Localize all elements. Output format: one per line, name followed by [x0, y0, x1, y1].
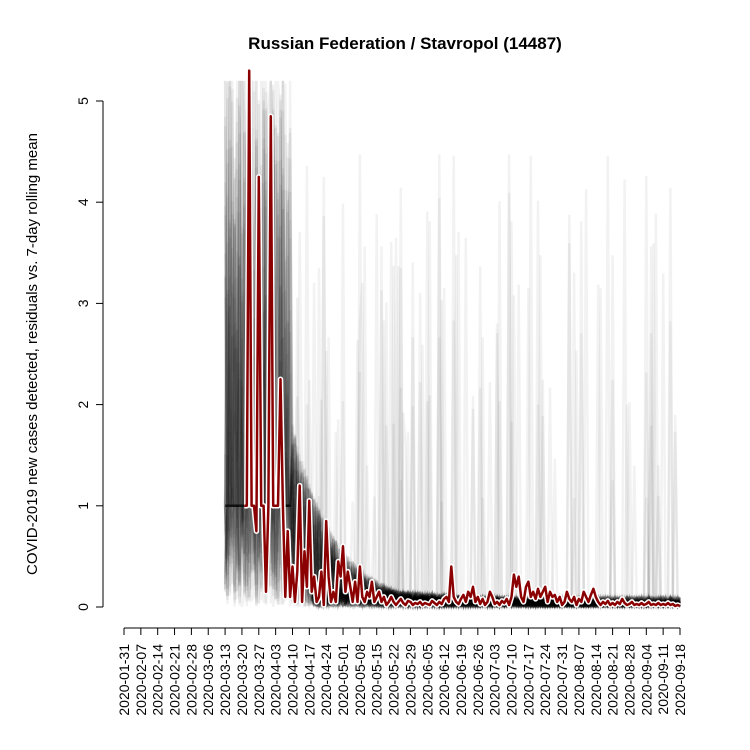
x-tick-label: 2020-09-11 [655, 644, 671, 715]
x-tick-label: 2020-04-10 [284, 644, 300, 716]
x-tick-label: 2020-02-28 [183, 644, 199, 716]
series-line [244, 69, 681, 608]
x-tick-label: 2020-07-03 [487, 644, 503, 716]
x-tick-label: 2020-02-14 [150, 644, 166, 716]
x-tick-label: 2020-03-20 [234, 644, 250, 716]
y-tick-label: 4 [75, 198, 91, 206]
y-tick-label: 1 [75, 502, 91, 510]
chart-title: Russian Federation / Stavropol (14487) [248, 34, 562, 53]
x-tick-label: 2020-08-21 [605, 644, 621, 716]
x-tick-label: 2020-09-18 [672, 644, 688, 716]
x-tick-label: 2020-03-06 [200, 644, 216, 716]
x-tick-label: 2020-02-07 [133, 644, 149, 716]
x-tick-label: 2020-08-07 [571, 644, 587, 716]
x-tick-label: 2020-06-26 [470, 644, 486, 716]
x-tick-label: 2020-02-21 [167, 644, 183, 716]
x-axis: 2020-01-31 2020-02-07 2020-02-14 2020-02-21… [116, 627, 688, 716]
x-tick-label: 2020-08-14 [588, 644, 604, 716]
x-tick-label: 2020-05-22 [386, 644, 402, 716]
y-tick-label: 5 [75, 97, 91, 105]
background-lines [223, 80, 682, 612]
x-tick-label: 2020-04-17 [301, 644, 317, 716]
x-tick-label: 2020-07-31 [554, 644, 570, 716]
x-tick-label: 2020-01-31 [116, 644, 132, 716]
x-tick-label: 2020-05-01 [335, 644, 351, 716]
x-tick-label: 2020-07-17 [520, 644, 536, 716]
y-tick-label: 2 [75, 400, 91, 408]
x-tick-label: 2020-03-13 [217, 644, 233, 716]
x-tick-label: 2020-06-05 [419, 644, 435, 716]
x-tick-label: 2020-07-24 [537, 644, 553, 716]
x-tick-label: 2020-05-29 [402, 644, 418, 716]
x-tick-label: 2020-04-24 [318, 644, 334, 716]
x-tick-label: 2020-08-28 [621, 644, 637, 716]
x-tick-label: 2020-09-04 [638, 644, 654, 716]
x-tick-label: 2020-05-15 [369, 644, 385, 716]
series-layer [244, 67, 682, 609]
x-tick-label: 2020-03-27 [251, 644, 267, 716]
x-tick-label: 2020-06-12 [436, 644, 452, 716]
y-tick-label: 0 [75, 603, 91, 611]
y-axis: 0 1 2 3 4 5 [75, 97, 104, 611]
y-axis-label: COVID-2019 new cases detected, residuals… [24, 133, 41, 575]
x-tick-label: 2020-06-19 [453, 644, 469, 716]
x-tick-label: 2020-04-03 [268, 644, 284, 716]
x-tick-label: 2020-07-10 [504, 644, 520, 716]
y-tick-label: 3 [75, 299, 91, 307]
x-tick-label: 2020-05-08 [352, 644, 368, 716]
